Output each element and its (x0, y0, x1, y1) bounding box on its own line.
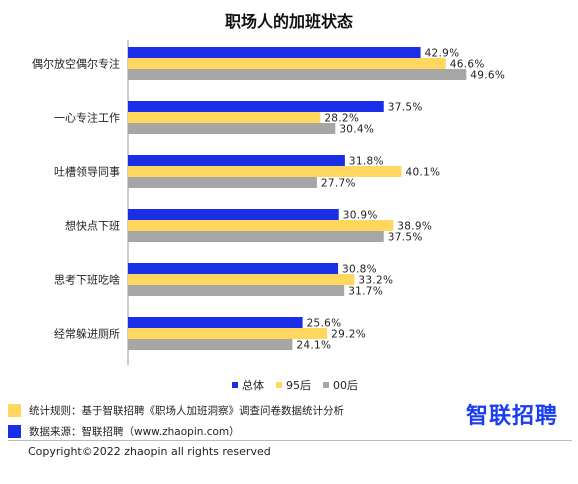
bar-00s (128, 339, 293, 350)
chart-title: 职场人的加班状态 (224, 12, 353, 31)
footnotes: 统计规则：基于智联招聘《职场人加班洞察》调查问卷数据统计分析 数据来源：智联招聘… (8, 400, 344, 442)
category-label: 想快点下班 (65, 219, 120, 233)
bar-overall (128, 47, 421, 58)
bar-00s (128, 231, 384, 242)
note-swatch-yellow (8, 404, 21, 417)
value-label-95s: 28.2% (324, 113, 359, 125)
category-label: 偶尔放空偶尔专注 (32, 57, 120, 71)
value-label-overall: 37.5% (388, 102, 423, 114)
chart-legend: 总体 95后 00后 (232, 377, 358, 393)
bar-95s (128, 274, 355, 285)
legend-item-overall: 总体 (232, 377, 264, 393)
bar-95s (128, 58, 446, 69)
value-label-00s: 49.6% (470, 70, 505, 82)
legend-label-95s: 95后 (286, 379, 311, 392)
value-label-00s: 30.4% (339, 124, 374, 136)
bar-00s (128, 177, 317, 188)
category-label: 吐槽领导同事 (54, 166, 120, 179)
note-rule-text: 统计规则：基于智联招聘《职场人加班洞察》调查问卷数据统计分析 (29, 405, 344, 417)
value-label-overall: 30.9% (343, 210, 378, 222)
value-label-00s: 24.1% (296, 340, 331, 352)
bar-overall (128, 155, 345, 166)
value-label-overall: 42.9% (425, 48, 460, 60)
bar-00s (128, 123, 336, 134)
value-label-95s: 40.1% (405, 167, 440, 179)
legend-item-95s: 95后 (276, 377, 311, 393)
value-label-overall: 31.8% (349, 156, 384, 168)
bar-00s (128, 285, 345, 296)
category-label: 一心专注工作 (54, 111, 120, 125)
value-label-95s: 29.2% (331, 329, 366, 341)
value-label-95s: 38.9% (397, 221, 432, 233)
category-label: 经常躲进厕所 (54, 328, 120, 341)
bar-overall (128, 263, 339, 274)
legend-item-00s: 00后 (323, 377, 358, 393)
note-swatch-blue (8, 425, 21, 438)
note-source-text: 数据来源：智联招聘（www.zhaopin.com） (29, 426, 240, 438)
value-label-95s: 33.2% (358, 275, 393, 287)
legend-label-00s: 00后 (333, 379, 358, 392)
legend-swatch-95s (276, 382, 282, 388)
bar-chart: 偶尔放空偶尔专注42.9%46.6%49.6%一心专注工作37.5%28.2%3… (32, 40, 505, 365)
footer-divider (8, 440, 572, 441)
value-label-00s: 27.7% (321, 178, 356, 190)
value-label-00s: 37.5% (388, 232, 423, 244)
bar-overall (128, 101, 384, 112)
bar-95s (128, 328, 328, 339)
zhaopin-logo: 智联招聘 (466, 404, 559, 429)
value-label-95s: 46.6% (450, 59, 485, 71)
value-label-overall: 25.6% (307, 318, 342, 330)
legend-swatch-overall (232, 382, 238, 388)
legend-label-overall: 总体 (242, 379, 264, 392)
value-label-00s: 31.7% (348, 286, 383, 298)
note-rule: 统计规则：基于智联招聘《职场人加班洞察》调查问卷数据统计分析 (8, 400, 344, 421)
bar-overall (128, 317, 303, 328)
note-source: 数据来源：智联招聘（www.zhaopin.com） (8, 421, 344, 442)
value-label-overall: 30.8% (342, 264, 377, 276)
bar-95s (128, 220, 394, 231)
bar-overall (128, 209, 339, 220)
bar-95s (128, 112, 321, 123)
legend-swatch-00s (323, 382, 329, 388)
bar-95s (128, 166, 402, 177)
category-label: 思考下班吃啥 (54, 273, 120, 287)
copyright-text: Copyright©2022 zhaopin all rights reserv… (28, 445, 271, 458)
bar-00s (128, 69, 467, 80)
